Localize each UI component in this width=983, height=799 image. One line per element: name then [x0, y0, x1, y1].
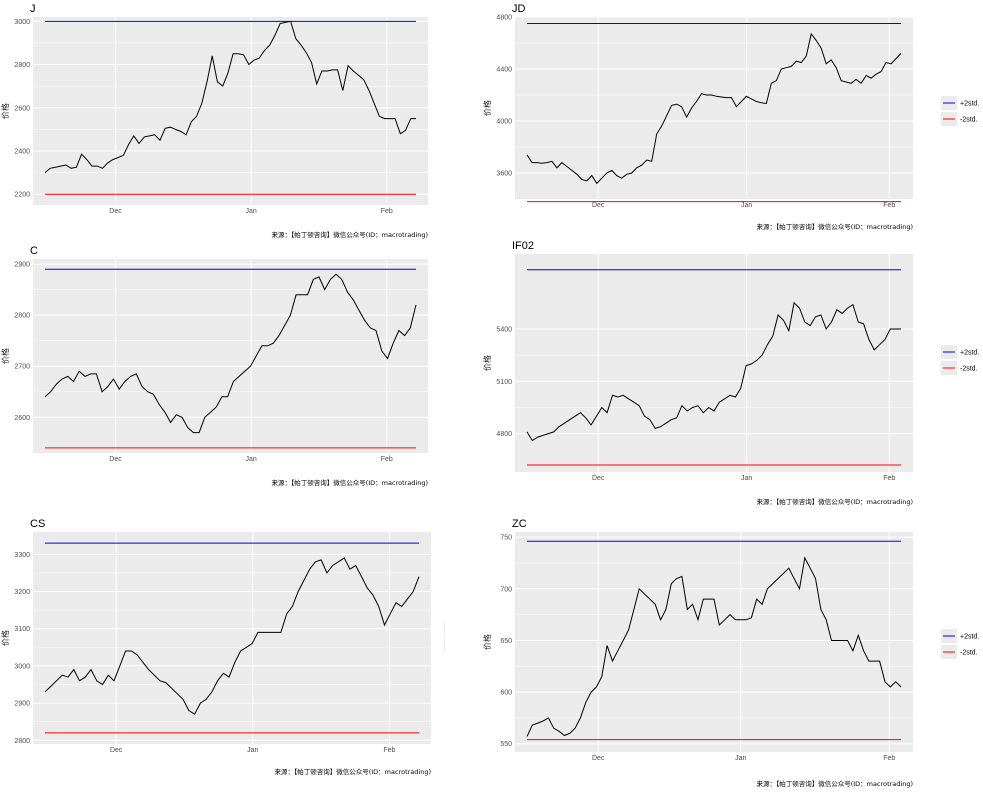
source-note: 来源：【帕丁顿咨询】微信公众号(ID：macrotrading)	[756, 222, 913, 231]
y-axis-label: 价格	[482, 634, 492, 650]
chart-title: C	[30, 245, 38, 257]
y-tick-label: 2800	[14, 738, 30, 745]
y-axis-label: 价格	[482, 100, 492, 116]
legend-label: -2std.	[960, 117, 978, 124]
x-tick-label: Jan	[247, 747, 258, 754]
x-tick-label: Jan	[741, 202, 752, 209]
plot-panel	[33, 17, 428, 205]
x-tick-label: Feb	[381, 456, 393, 463]
x-tick-label: Feb	[883, 755, 895, 762]
chart-title: JD	[512, 3, 526, 15]
y-tick-label: 2900	[14, 701, 30, 708]
y-tick-label: 2800	[14, 313, 30, 320]
y-axis-label: 价格	[482, 355, 492, 371]
source-note: 来源：【帕丁顿咨询】微信公众号(ID：macrotrading)	[274, 767, 431, 776]
source-note: 来源：【帕丁顿咨询】微信公众号(ID：macrotrading)	[756, 779, 913, 788]
y-tick-label: 550	[500, 741, 512, 748]
y-tick-label: 3000	[14, 19, 30, 26]
y-tick-label: 2600	[14, 415, 30, 422]
y-tick-label: 2800	[14, 62, 30, 69]
y-tick-label: 2700	[14, 364, 30, 371]
legend-label: +2std.	[960, 634, 979, 641]
plot-panel	[515, 17, 913, 199]
chart-jd: 3600 4000 4400 4800 Dec Jan Feb JD 价格 +2std. -2std…	[482, 3, 979, 231]
y-tick-label: 2400	[14, 148, 30, 155]
chart-cs: 280029003000310032003300DecJanFebCS价格+2s…	[0, 518, 445, 776]
source-note: 来源：【帕丁顿咨询】微信公众号(ID：macrotrading)	[756, 497, 913, 506]
y-axis-label: 价格	[0, 348, 10, 364]
y-tick-label: 2600	[14, 105, 30, 112]
x-tick-label: Dec	[110, 747, 123, 754]
x-tick-label: Feb	[383, 747, 395, 754]
x-tick-label: Jan	[741, 475, 752, 482]
y-tick-label: 2200	[14, 192, 30, 199]
y-tick-label: 750	[500, 535, 512, 542]
y-tick-label: 3600	[496, 171, 512, 178]
y-axis-label: 价格	[0, 103, 10, 119]
y-tick-label: 4800	[496, 15, 512, 22]
chart-j: 22002400260028003000DecJanFebJ价格+2std.-2…	[0, 3, 428, 239]
price-series-line	[44, 273, 417, 434]
chart-title: ZC	[512, 518, 527, 530]
x-tick-label: Dec	[109, 208, 122, 215]
plot-panel	[515, 532, 913, 752]
x-tick-label: Feb	[883, 202, 895, 209]
x-tick-label: Dec	[592, 475, 605, 482]
x-tick-label: Jan	[245, 456, 256, 463]
chart-c: 2600270028002900DecJanFebC价格+2std.-2std.…	[0, 245, 428, 487]
source-note: 来源：【帕丁顿咨询】微信公众号(ID：macrotrading)	[271, 478, 428, 487]
y-tick-label: 4000	[496, 119, 512, 126]
price-series-line	[44, 20, 416, 173]
chart-panel-j: 22002400260028003000DecJanFebJ价格+2std.-2…	[0, 0, 440, 242]
y-tick-label: 5100	[496, 379, 512, 386]
plot-panel	[33, 259, 428, 453]
plot-panel	[33, 532, 431, 744]
legend-label: -2std.	[960, 650, 978, 657]
y-tick-label: 3300	[14, 552, 30, 559]
y-tick-label: 600	[500, 690, 512, 697]
chart-panel-if02: 4800 5100 5400 Dec Jan Feb IF02 价格 +2std. -2std. 来…	[480, 234, 983, 510]
chart-zc: 550 600 650 700 750 Dec Jan Feb ZC 价格 +2std. -2std.…	[482, 518, 979, 788]
y-tick-label: 700	[500, 586, 512, 593]
price-series-line	[526, 556, 902, 737]
chart-panel-c: 2600270028002900DecJanFebC价格+2std.-2std.…	[0, 242, 440, 490]
chart-panel-cs: 280029003000310032003300DecJanFebCS价格+2s…	[0, 512, 445, 799]
x-tick-label: Feb	[381, 208, 393, 215]
chart-title: J	[30, 3, 36, 15]
legend-label: +2std.	[960, 350, 979, 357]
x-tick-label: Feb	[883, 475, 895, 482]
x-tick-label: Dec	[592, 755, 605, 762]
y-axis-label: 价格	[0, 630, 10, 646]
chart-panel-zc: 550 600 650 700 750 Dec Jan Feb ZC 价格 +2std. -2std.…	[480, 512, 983, 799]
y-tick-label: 3100	[14, 626, 30, 633]
plot-panel	[515, 254, 913, 472]
x-tick-label: Dec	[109, 456, 122, 463]
y-tick-label: 3000	[14, 663, 30, 670]
x-tick-label: Dec	[592, 202, 605, 209]
price-series-line	[526, 301, 901, 442]
y-tick-label: 4400	[496, 67, 512, 74]
y-tick-label: 4800	[496, 431, 512, 438]
chart-panel-jd: 3600 4000 4400 4800 Dec Jan Feb JD 价格 +2std. -2std…	[480, 0, 983, 234]
x-tick-label: Jan	[735, 755, 746, 762]
legend-label: +2std.	[960, 101, 979, 108]
x-tick-label: Jan	[245, 208, 256, 215]
legend-key-bg	[444, 639, 445, 653]
price-series-line	[526, 32, 902, 185]
y-tick-label: 5400	[496, 326, 512, 333]
y-tick-label: 650	[500, 638, 512, 645]
chart-if02: 4800 5100 5400 Dec Jan Feb IF02 价格 +2std. -2std. 来…	[482, 240, 979, 506]
chart-title: CS	[30, 518, 45, 530]
source-note: 来源：【帕丁顿咨询】微信公众号(ID：macrotrading)	[271, 230, 428, 239]
y-tick-label: 2900	[14, 262, 30, 269]
chart-title: IF02	[512, 240, 534, 252]
legend-label: -2std.	[960, 366, 978, 373]
legend-key-bg	[444, 623, 445, 637]
y-tick-label: 3200	[14, 589, 30, 596]
price-series-line	[44, 557, 420, 715]
